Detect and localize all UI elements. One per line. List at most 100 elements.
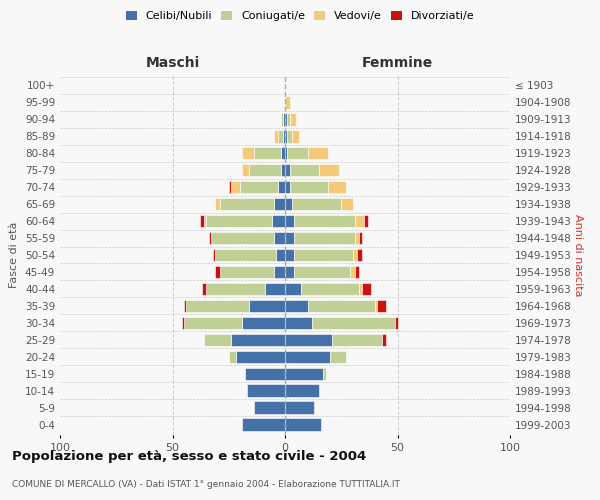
Bar xyxy=(350,266,355,278)
Bar xyxy=(292,130,299,142)
Bar xyxy=(330,350,346,364)
Y-axis label: Anni di nascita: Anni di nascita xyxy=(573,214,583,296)
Bar xyxy=(355,232,359,244)
Bar xyxy=(285,300,308,312)
Y-axis label: Fasce di età: Fasce di età xyxy=(10,222,19,288)
Bar xyxy=(323,368,325,380)
Bar xyxy=(364,214,368,228)
Bar xyxy=(249,300,285,312)
Bar xyxy=(229,180,231,194)
Bar xyxy=(283,130,285,142)
Bar xyxy=(211,232,274,244)
Bar xyxy=(285,214,294,228)
Bar xyxy=(274,130,278,142)
Bar xyxy=(294,266,350,278)
Bar xyxy=(271,214,285,228)
Bar xyxy=(357,248,361,262)
Bar xyxy=(215,266,220,278)
Bar xyxy=(206,282,265,296)
Bar xyxy=(242,164,249,176)
Bar xyxy=(285,402,314,414)
Bar xyxy=(249,164,281,176)
Bar xyxy=(285,282,301,296)
Bar xyxy=(285,164,290,176)
Bar xyxy=(265,282,285,296)
Bar xyxy=(319,164,339,176)
Bar xyxy=(220,266,274,278)
Bar xyxy=(287,130,292,142)
Bar xyxy=(285,130,287,142)
Bar xyxy=(215,198,220,210)
Bar xyxy=(199,214,204,228)
Text: Popolazione per età, sesso e stato civile - 2004: Popolazione per età, sesso e stato civil… xyxy=(12,450,366,463)
Text: Maschi: Maschi xyxy=(145,56,200,70)
Bar xyxy=(312,316,395,330)
Bar xyxy=(285,198,292,210)
Bar xyxy=(308,146,328,160)
Bar xyxy=(229,350,235,364)
Bar xyxy=(242,146,254,160)
Bar xyxy=(281,113,283,126)
Bar xyxy=(285,368,323,380)
Bar xyxy=(285,180,290,194)
Bar xyxy=(294,248,353,262)
Bar xyxy=(285,113,287,126)
Bar xyxy=(332,334,382,346)
Bar xyxy=(359,232,361,244)
Bar xyxy=(328,180,346,194)
Bar xyxy=(285,350,330,364)
Bar xyxy=(213,248,215,262)
Bar xyxy=(285,266,294,278)
Bar xyxy=(186,300,249,312)
Bar xyxy=(254,402,285,414)
Bar xyxy=(294,214,355,228)
Bar xyxy=(287,113,290,126)
Bar xyxy=(292,198,341,210)
Bar xyxy=(285,316,312,330)
Bar xyxy=(274,232,285,244)
Bar xyxy=(206,214,271,228)
Bar xyxy=(375,300,377,312)
Bar xyxy=(278,130,283,142)
Bar xyxy=(274,198,285,210)
Bar xyxy=(254,146,281,160)
Bar xyxy=(240,180,278,194)
Bar xyxy=(215,248,276,262)
Bar xyxy=(294,232,355,244)
Bar xyxy=(242,418,285,431)
Bar xyxy=(308,300,375,312)
Bar xyxy=(355,266,359,278)
Bar xyxy=(285,232,294,244)
Bar xyxy=(204,214,206,228)
Bar xyxy=(285,384,319,397)
Bar xyxy=(184,300,186,312)
Bar xyxy=(209,232,211,244)
Bar xyxy=(278,180,285,194)
Bar xyxy=(285,418,321,431)
Bar xyxy=(242,316,285,330)
Bar xyxy=(283,113,285,126)
Bar xyxy=(290,180,328,194)
Text: COMUNE DI MERCALLO (VA) - Dati ISTAT 1° gennaio 2004 - Elaborazione TUTTITALIA.I: COMUNE DI MERCALLO (VA) - Dati ISTAT 1° … xyxy=(12,480,400,489)
Text: Femmine: Femmine xyxy=(362,56,433,70)
Bar xyxy=(274,266,285,278)
Bar xyxy=(287,146,308,160)
Bar xyxy=(341,198,353,210)
Bar xyxy=(301,282,359,296)
Legend: Celibi/Nubili, Coniugati/e, Vedovi/e, Divorziati/e: Celibi/Nubili, Coniugati/e, Vedovi/e, Di… xyxy=(125,10,475,21)
Bar xyxy=(276,248,285,262)
Bar xyxy=(361,282,371,296)
Bar xyxy=(355,214,364,228)
Bar xyxy=(382,334,386,346)
Bar xyxy=(235,350,285,364)
Bar xyxy=(220,198,274,210)
Bar xyxy=(184,316,242,330)
Bar xyxy=(245,368,285,380)
Bar xyxy=(353,248,357,262)
Bar xyxy=(285,96,290,108)
Bar xyxy=(231,334,285,346)
Bar xyxy=(285,334,332,346)
Bar xyxy=(281,164,285,176)
Bar xyxy=(204,334,231,346)
Bar xyxy=(182,316,184,330)
